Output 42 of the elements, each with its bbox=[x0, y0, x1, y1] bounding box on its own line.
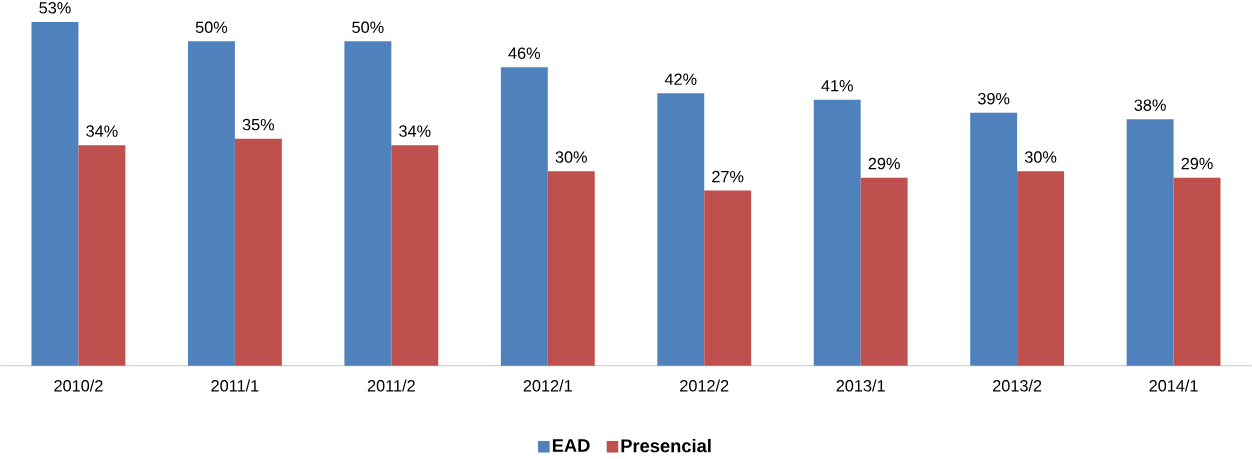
bar bbox=[234, 138, 282, 366]
data-label: 38% bbox=[1134, 99, 1166, 112]
data-label: 29% bbox=[868, 157, 900, 170]
data-label: 30% bbox=[555, 151, 587, 163]
data-label: 39% bbox=[977, 93, 1010, 105]
bar bbox=[860, 177, 908, 366]
bar bbox=[344, 41, 392, 366]
data-label: 34% bbox=[399, 125, 431, 138]
x-tick-label: 2011/1 bbox=[211, 379, 259, 392]
bar bbox=[547, 171, 595, 366]
data-label: 42% bbox=[664, 73, 697, 86]
x-tick-label: 2014/1 bbox=[1149, 379, 1198, 392]
bar bbox=[970, 112, 1018, 366]
data-label: 30% bbox=[1024, 151, 1057, 163]
bar bbox=[1017, 171, 1065, 366]
bar bbox=[391, 145, 439, 366]
data-label: 50% bbox=[352, 21, 384, 34]
legend-label: Presencial bbox=[621, 439, 711, 453]
data-label: 41% bbox=[821, 80, 853, 92]
bar bbox=[31, 22, 79, 366]
bar bbox=[1126, 119, 1174, 366]
data-label: 53% bbox=[39, 2, 71, 14]
bar bbox=[78, 145, 126, 366]
data-label: 29% bbox=[1181, 157, 1213, 170]
data-label: 50% bbox=[195, 21, 228, 34]
x-tick-label: 2010/2 bbox=[54, 379, 103, 392]
x-tick-label: 2011/2 bbox=[367, 379, 415, 392]
x-tick-label: 2013/1 bbox=[836, 379, 885, 392]
legend-label: EAD bbox=[552, 439, 590, 452]
bar bbox=[657, 93, 705, 366]
data-label: 27% bbox=[712, 170, 744, 183]
data-label: 35% bbox=[242, 119, 275, 131]
bar bbox=[704, 190, 752, 366]
x-tick-label: 2012/2 bbox=[680, 379, 729, 392]
x-tick-label: 2013/2 bbox=[993, 379, 1042, 392]
x-tick-label: 2012/1 bbox=[523, 379, 572, 392]
bar bbox=[813, 99, 861, 366]
bar bbox=[1173, 177, 1221, 366]
bar bbox=[500, 67, 548, 366]
bar bbox=[187, 41, 235, 366]
data-label: 46% bbox=[508, 47, 541, 60]
data-label: 34% bbox=[86, 125, 118, 138]
